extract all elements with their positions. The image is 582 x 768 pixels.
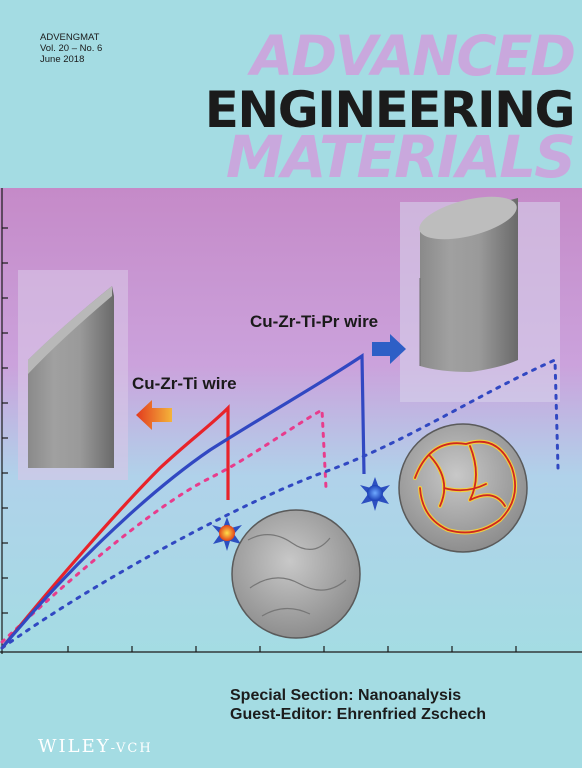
fracture-burst-icon-blue	[360, 477, 390, 511]
publisher-logo: WILEY-VCH	[38, 736, 153, 757]
title-materials: MATERIALS	[225, 123, 576, 191]
volume-number: Vol. 20 – No. 6	[40, 43, 103, 54]
issue-date: June 2018	[40, 54, 85, 65]
publisher-suffix: -VCH	[110, 741, 153, 756]
cu-zr-ti-label: Cu-Zr-Ti wire	[132, 374, 237, 393]
cu-zr-ti-pr-dotted-curve	[0, 357, 560, 650]
cu-zr-ti-pr-curve	[0, 353, 366, 650]
cu-zr-ti-dotted-curve	[0, 407, 328, 644]
special-section: Special Section: Nanoanalysis Guest-Edit…	[230, 686, 486, 724]
cu-zr-ti-pr-wire-image	[400, 196, 560, 402]
title-advanced: ADVANCED	[250, 24, 576, 88]
cover-figure: Cu-Zr-Ti wire Cu-Zr-Ti-Pr wire	[0, 188, 582, 654]
guest-editor: Guest-Editor: Ehrenfried Zschech	[230, 706, 487, 723]
issue-info: ADVENGMAT Vol. 20 – No. 6 June 2018	[40, 32, 102, 65]
left-arrow-icon	[136, 400, 172, 430]
cu-zr-ti-wire-image	[18, 270, 128, 480]
title-engineering: ENGINEERING	[204, 81, 576, 139]
fracture-burst-icon-red	[212, 517, 242, 551]
right-arrow-icon	[372, 334, 406, 364]
cu-zr-ti-curve	[0, 404, 230, 649]
sem-fracture-surface-right	[398, 423, 528, 553]
cu-zr-ti-pr-label: Cu-Zr-Ti-Pr wire	[250, 312, 378, 331]
sem-fracture-surface-left	[231, 509, 361, 639]
journal-code: ADVENGMAT	[40, 32, 100, 43]
publisher-name: WILEY	[38, 736, 111, 757]
stress-strain-illustration: Cu-Zr-Ti wire Cu-Zr-Ti-Pr wire	[0, 188, 582, 654]
axes	[0, 188, 582, 654]
section-title: Special Section: Nanoanalysis	[230, 687, 462, 704]
